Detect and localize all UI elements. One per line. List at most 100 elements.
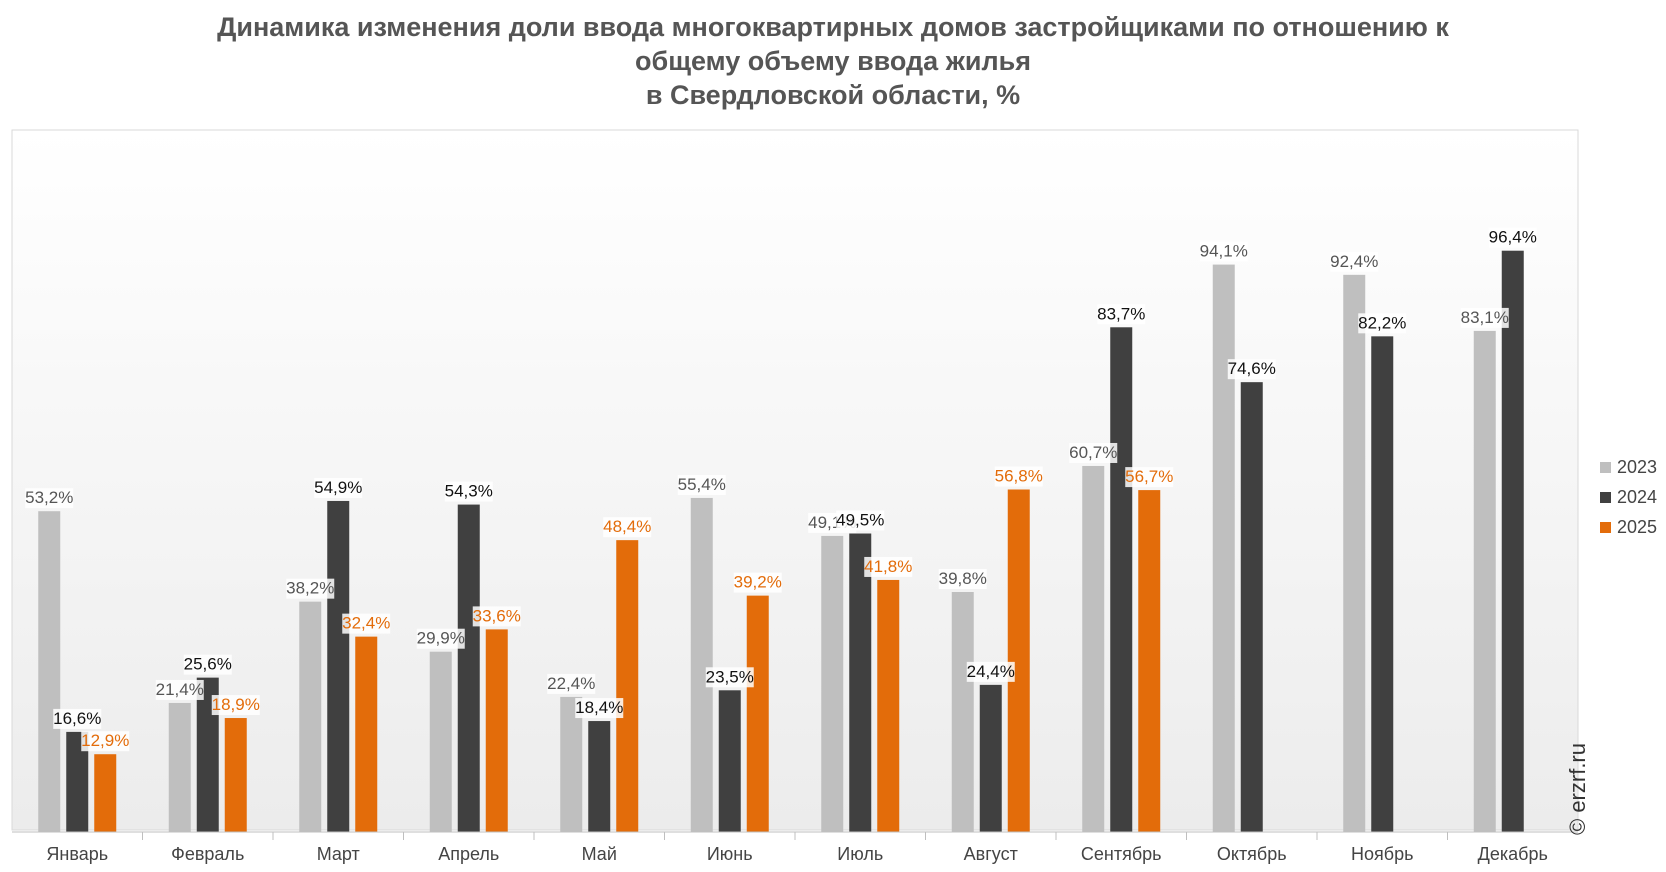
data-label-2024: 49,5% xyxy=(836,511,884,530)
data-label-bg xyxy=(547,673,596,694)
data-label-bg xyxy=(472,606,521,627)
plot-area xyxy=(11,129,1579,831)
bar-2025 xyxy=(616,540,639,832)
legend-item-2025: 2025 xyxy=(1600,512,1657,542)
data-label-2025: 41,8% xyxy=(864,557,912,576)
data-label-2025: 32,4% xyxy=(342,614,390,633)
data-label-2023: 92,4% xyxy=(1330,252,1378,271)
data-label-2025: 56,7% xyxy=(1125,467,1173,486)
data-label-bg xyxy=(81,731,130,752)
data-label-2023: 60,7% xyxy=(1069,443,1117,462)
data-label-bg xyxy=(1460,307,1509,328)
data-label-2024: 96,4% xyxy=(1489,228,1537,247)
x-tick-label: Май xyxy=(582,844,617,864)
x-axis: Январь Февраль Март Апрель Май Июнь Июль Август… xyxy=(12,831,1578,864)
bar-2023 xyxy=(299,601,322,832)
legend-item-2024: 2024 xyxy=(1600,482,1657,512)
x-tick-label: Сентябрь xyxy=(1081,844,1162,864)
data-label-bg xyxy=(1358,313,1407,334)
x-tick-label: Декабрь xyxy=(1478,844,1548,864)
data-label-2023: 53,2% xyxy=(25,488,73,507)
x-tick-label: Апрель xyxy=(438,844,499,864)
bar-2024 xyxy=(1501,250,1524,832)
data-label-2024: 18,4% xyxy=(575,698,623,717)
bar-2024 xyxy=(718,690,741,832)
data-label-2025: 18,9% xyxy=(212,695,260,714)
data-label-2024: 74,6% xyxy=(1228,359,1276,378)
bar-2023 xyxy=(1343,274,1366,832)
data-label-2023: 22,4% xyxy=(547,674,595,693)
data-label-bg xyxy=(836,510,885,531)
legend: 2023 2024 2025 xyxy=(1600,452,1657,542)
legend-swatch-2024 xyxy=(1600,491,1611,503)
data-label-bg xyxy=(155,679,204,700)
bar-2023 xyxy=(168,702,191,832)
x-tick-label: Февраль xyxy=(171,844,244,864)
bar-2024 xyxy=(979,684,1002,832)
bar-2024 xyxy=(66,731,89,832)
data-label-bg xyxy=(286,578,335,599)
bar-2025 xyxy=(94,754,117,832)
bar-2025 xyxy=(485,629,508,832)
bar-2025 xyxy=(746,595,769,832)
data-label-2023: 39,8% xyxy=(939,569,987,588)
data-label-2023: 38,2% xyxy=(286,579,334,598)
data-label-bg xyxy=(342,613,391,634)
data-label-bg xyxy=(864,556,913,577)
data-label-bg xyxy=(1199,241,1248,262)
bar-2023 xyxy=(1473,330,1496,832)
data-label-bg xyxy=(733,572,782,593)
legend-label-2023: 2023 xyxy=(1617,456,1658,477)
data-label-bg xyxy=(183,654,232,675)
legend-label-2025: 2025 xyxy=(1617,516,1658,537)
data-label-bg xyxy=(994,466,1043,487)
data-label-bg xyxy=(444,481,493,502)
x-tick-label: Март xyxy=(317,844,360,864)
bar-2024 xyxy=(849,533,872,832)
data-label-2025: 48,4% xyxy=(603,517,651,536)
x-tick-label: Июнь xyxy=(707,844,753,864)
bar-2024 xyxy=(1371,336,1394,832)
bar-2024 xyxy=(588,721,611,832)
data-label-bg xyxy=(1125,467,1174,488)
data-label-2023: 21,4% xyxy=(156,680,204,699)
data-label-bg xyxy=(603,517,652,538)
legend-item-2023: 2023 xyxy=(1600,452,1657,482)
data-label-2025: 33,6% xyxy=(473,606,521,625)
bar-2025 xyxy=(1007,489,1030,832)
legend-label-2024: 2024 xyxy=(1617,486,1658,507)
data-label-bg xyxy=(938,569,987,590)
bar-2025 xyxy=(1138,490,1161,832)
x-tick-label: Июль xyxy=(837,844,883,864)
bar-2023 xyxy=(38,511,61,832)
data-label-2025: 12,9% xyxy=(81,731,129,750)
data-label-2023: 83,1% xyxy=(1461,308,1509,327)
data-label-2023: 55,4% xyxy=(678,475,726,494)
data-label-bg xyxy=(53,708,102,729)
chart-title-line-2: общему объему ввода жилья xyxy=(635,46,1031,76)
data-label-2023: 29,9% xyxy=(417,629,465,648)
bar-2023 xyxy=(429,651,452,832)
bar-2024 xyxy=(1240,382,1263,832)
bar-2023 xyxy=(1212,264,1235,832)
x-tick-label: Ноябрь xyxy=(1351,844,1413,864)
bar-2025 xyxy=(224,718,247,832)
chart-title-line-3: в Свердловской области, % xyxy=(645,80,1021,110)
watermark: © erzrf.ru xyxy=(1565,743,1590,835)
data-label-bg xyxy=(1488,227,1537,248)
data-label-bg xyxy=(705,667,754,688)
data-label-2024: 83,7% xyxy=(1097,304,1145,323)
bar-2023 xyxy=(1082,465,1105,832)
bar-2023 xyxy=(821,535,844,832)
bar-2025 xyxy=(355,636,378,832)
bar-2023 xyxy=(560,696,583,832)
data-label-bg xyxy=(314,477,363,498)
data-label-2024: 54,9% xyxy=(314,478,362,497)
data-label-bg xyxy=(1330,251,1379,272)
data-label-bg xyxy=(1227,359,1276,380)
data-label-2024: 16,6% xyxy=(53,709,101,728)
bar-2025 xyxy=(877,579,900,832)
data-label-bg xyxy=(1097,304,1146,325)
data-label-2025: 56,8% xyxy=(995,466,1043,485)
